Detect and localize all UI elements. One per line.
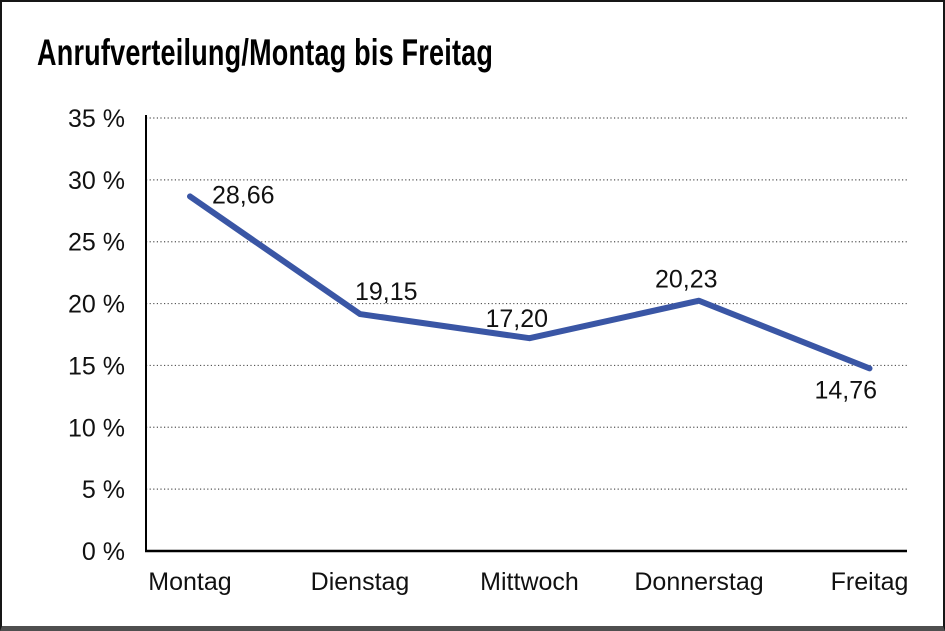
data-line [187,193,873,372]
y-tick-label: 35 % [68,105,125,133]
y-tick-label: 25 % [68,229,125,257]
y-tick-label: 0 % [82,538,125,566]
x-category-label: Donnerstag [634,568,763,596]
value-label: 17,20 [486,305,549,333]
y-tick-label: 15 % [68,352,125,380]
x-category-label: Freitag [831,568,909,596]
chart-title: Anrufverteilung/Montag bis Freitag [37,32,494,73]
value-label: 19,15 [355,278,418,306]
y-tick-label: 20 % [68,291,125,319]
x-category-label: Mittwoch [480,568,579,596]
y-tick-label: 5 % [82,476,125,504]
value-label: 14,76 [815,376,878,404]
value-label: 28,66 [212,181,275,209]
value-label: 20,23 [655,266,718,294]
x-category-label: Montag [148,568,231,596]
y-tick-label: 30 % [68,167,125,195]
x-category-label: Dienstag [311,568,410,596]
y-tick-label: 10 % [68,414,125,442]
